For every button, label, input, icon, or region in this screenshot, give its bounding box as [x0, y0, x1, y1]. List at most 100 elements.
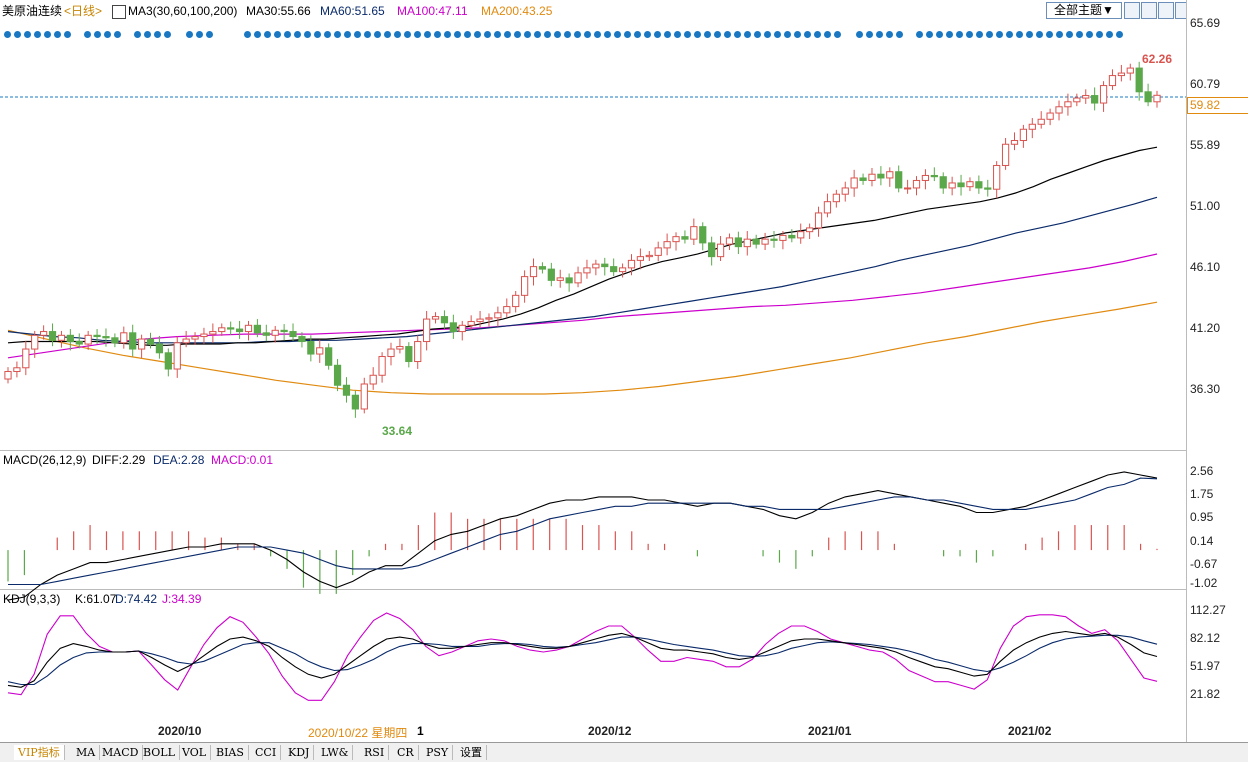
x-axis-label: 2020/10 — [158, 724, 202, 738]
candle-body — [610, 266, 618, 273]
macd-hist-value: MACD:0.01 — [211, 453, 274, 467]
candle-body — [137, 338, 146, 350]
candle-body — [387, 348, 395, 358]
candle-body — [565, 277, 573, 284]
candle-body — [351, 394, 359, 410]
tab-rsi[interactable]: RSI — [360, 745, 390, 760]
candle-body — [200, 333, 208, 338]
candle-body — [298, 336, 306, 343]
kdj-j-value: J:34.39 — [162, 592, 202, 606]
tab-lwr[interactable]: LW& — [317, 745, 354, 760]
candle-body — [503, 306, 511, 314]
candle-body — [903, 187, 912, 190]
candle-body — [583, 267, 591, 274]
candle-body — [31, 334, 39, 350]
candle-body — [173, 342, 181, 370]
candle-body — [146, 338, 155, 345]
kdj-tick: 21.82 — [1190, 687, 1221, 701]
candle-body — [850, 177, 858, 189]
macd-tick: -1.02 — [1190, 576, 1218, 590]
candle-body — [690, 226, 698, 240]
tab-vol[interactable]: VOL — [178, 745, 212, 760]
candle-body — [797, 231, 805, 239]
theme-selector-button[interactable]: 全部主题▼ — [1046, 2, 1122, 19]
candle-body — [1046, 112, 1054, 120]
cursor-value-label: 1 — [417, 724, 424, 738]
tab-cr[interactable]: CR — [393, 745, 419, 760]
candle-body — [191, 336, 199, 340]
candle-body — [520, 276, 529, 296]
ma200-value: MA200:43.25 — [481, 4, 553, 18]
candle-body — [423, 318, 431, 343]
grid-icon[interactable] — [1124, 2, 1140, 19]
event-markers-group-1[interactable] — [4, 27, 74, 38]
tab-bias[interactable]: BIAS — [212, 745, 249, 760]
candle-body — [681, 236, 689, 240]
candle-body — [271, 329, 279, 336]
candle-body — [57, 334, 66, 341]
event-markers-group-5[interactable] — [244, 27, 844, 38]
indicator-toggle-icon[interactable] — [112, 5, 126, 19]
macd-dea-line — [8, 477, 1158, 586]
candle-body — [262, 332, 270, 336]
candle-body — [120, 332, 128, 344]
candle-body — [1019, 128, 1028, 142]
macd-dea-value: DEA:2.28 — [153, 453, 205, 467]
event-markers-group-2[interactable] — [84, 27, 124, 38]
macd-panel-divider — [0, 450, 1186, 451]
candle-body — [574, 272, 582, 284]
ma-indicator-label: MA3(30,60,100,200) — [128, 4, 238, 18]
candle-body — [779, 234, 787, 241]
tab-boll[interactable]: BOLL — [139, 745, 180, 760]
candle-body — [618, 267, 627, 273]
candle-body — [592, 263, 600, 269]
tab-macd[interactable]: MACD — [98, 745, 144, 760]
candle-body — [814, 212, 823, 229]
price-tick: 46.10 — [1190, 260, 1221, 274]
x-axis-label: 2020/12 — [588, 724, 632, 738]
tab-kdj[interactable]: KDJ — [284, 745, 315, 760]
price-tick: 60.79 — [1190, 77, 1221, 91]
ma30-line — [7, 146, 1158, 346]
symbol-title: 美原油连续 — [2, 4, 63, 18]
cursor-date-label: 2020/10/22 星期四 — [308, 726, 408, 740]
tab-psy[interactable]: PSY — [422, 745, 454, 760]
candle-body — [48, 331, 57, 341]
tab-vip-indicators[interactable]: VIP指标 — [14, 745, 65, 760]
candle-body — [1099, 85, 1108, 104]
candle-body — [556, 277, 564, 281]
candle-body — [414, 341, 422, 363]
window-icon[interactable] — [1141, 2, 1157, 19]
tab-cci[interactable]: CCI — [251, 745, 282, 760]
ma60-line — [7, 196, 1158, 344]
event-markers-group-6[interactable] — [856, 27, 906, 38]
candle-body — [155, 343, 164, 354]
candle-body — [227, 327, 235, 330]
candle-body — [663, 241, 671, 249]
candle-body — [654, 247, 662, 256]
macd-tick: 0.95 — [1190, 510, 1214, 524]
kdj-j-line — [7, 612, 1158, 701]
price-tick: 65.69 — [1190, 16, 1221, 30]
kdj-label: KDJ(9,3,3) — [3, 592, 61, 606]
candle-body — [93, 334, 101, 338]
event-markers-group-3[interactable] — [134, 27, 174, 38]
ma60-value: MA60:51.65 — [320, 4, 385, 18]
candle-body — [307, 341, 315, 355]
candle-body — [538, 266, 547, 270]
period-label[interactable]: <日线> — [64, 4, 103, 18]
candle-body — [868, 173, 876, 181]
chart-layout-icon[interactable] — [1158, 2, 1174, 19]
indicator-tab-bar: VIP指标 MA MACD BOLL VOL BIAS CCI KDJ LW& … — [0, 742, 1248, 762]
event-markers-group-7[interactable] — [916, 27, 1126, 38]
event-markers-group-4[interactable] — [186, 27, 216, 38]
candle-body — [921, 174, 930, 181]
tab-ma[interactable]: MA — [72, 745, 101, 760]
ma30-value: MA30:55.66 — [246, 4, 311, 18]
candlestick-chart[interactable] — [0, 0, 1186, 742]
macd-tick: -0.67 — [1190, 557, 1218, 571]
candle-body — [547, 268, 555, 281]
tab-settings[interactable]: 设置 — [456, 745, 487, 760]
kdj-tick: 112.27 — [1190, 603, 1226, 617]
candle-body — [1055, 106, 1063, 114]
